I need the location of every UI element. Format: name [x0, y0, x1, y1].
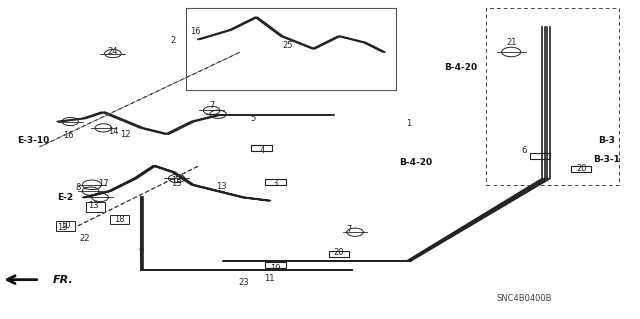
- Text: 16: 16: [63, 131, 74, 140]
- Text: 12: 12: [120, 130, 131, 139]
- Bar: [56, 221, 76, 231]
- Text: 24: 24: [108, 48, 118, 56]
- Text: 21: 21: [506, 38, 516, 47]
- Text: 22: 22: [79, 234, 90, 243]
- Text: E-2: E-2: [57, 193, 73, 202]
- Bar: [109, 215, 129, 224]
- Text: 8: 8: [75, 183, 81, 192]
- Bar: [251, 145, 271, 152]
- Text: B-3: B-3: [598, 136, 615, 145]
- Text: 10: 10: [60, 221, 70, 230]
- Text: B-3-1: B-3-1: [593, 155, 620, 164]
- Bar: [86, 202, 105, 212]
- Bar: [571, 166, 591, 172]
- Text: 7: 7: [209, 101, 214, 110]
- Text: 25: 25: [283, 41, 293, 50]
- Text: E-3-10: E-3-10: [17, 136, 49, 145]
- Text: 14: 14: [108, 127, 118, 136]
- Text: 6: 6: [521, 145, 527, 154]
- Text: 7: 7: [346, 225, 351, 234]
- Text: 15: 15: [172, 179, 182, 188]
- Bar: [530, 153, 550, 160]
- Text: 18: 18: [114, 215, 125, 224]
- Text: 13: 13: [88, 201, 99, 210]
- Text: 5: 5: [250, 114, 256, 123]
- Text: 16: 16: [191, 27, 201, 36]
- Text: 11: 11: [264, 274, 275, 283]
- Text: 20: 20: [334, 248, 344, 257]
- Text: SNC4B0400B: SNC4B0400B: [496, 294, 552, 303]
- Text: 13: 13: [56, 223, 67, 232]
- Bar: [265, 263, 285, 269]
- Text: 23: 23: [238, 278, 249, 287]
- Text: 13: 13: [216, 182, 227, 191]
- Text: 17: 17: [98, 179, 109, 188]
- Text: B-4-20: B-4-20: [444, 63, 477, 72]
- Bar: [329, 251, 349, 257]
- Text: 20: 20: [576, 165, 586, 174]
- Text: 4: 4: [260, 145, 265, 154]
- Text: B-4-20: B-4-20: [399, 158, 432, 167]
- Text: FR.: FR.: [52, 275, 73, 285]
- Text: 3: 3: [273, 179, 278, 188]
- Bar: [265, 179, 285, 185]
- Text: 13: 13: [172, 175, 182, 185]
- Text: 1: 1: [406, 119, 412, 128]
- Text: 9: 9: [139, 247, 144, 256]
- Text: 19: 19: [270, 264, 281, 273]
- Text: 2: 2: [171, 36, 176, 45]
